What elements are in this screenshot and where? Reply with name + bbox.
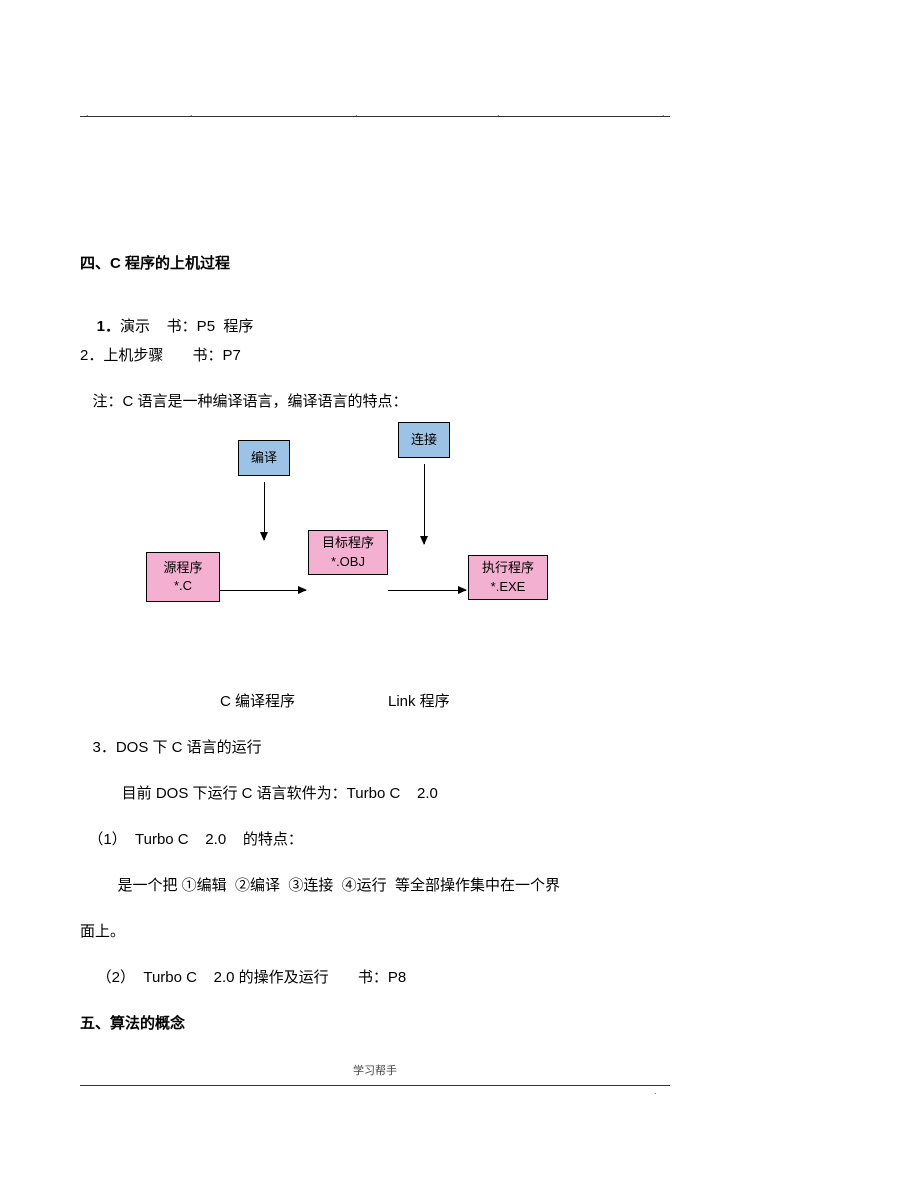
header-rule [80,116,670,117]
flow-box-compile-label: 编译 [251,449,277,467]
flow-arrow-obj-exe [388,590,466,591]
flow-box-exec-l1: 执行程序 [482,559,534,577]
flow-caption-compile: C 编译程序 [220,690,295,711]
para-note: 注：C 语言是一种编译语言，编译语言的特点： [80,390,408,411]
flow-arrow-compile-down [264,482,265,540]
flow-caption-link: Link 程序 [388,690,450,711]
flow-arrow-link-down [424,464,425,544]
flow-box-exec: 执行程序 *.EXE [468,555,548,600]
para-features-desc1: 是一个把 ①编辑 ②编译 ③连接 ④运行 等全部操作集中在一个界 [80,874,560,895]
flow-box-object-l1: 目标程序 [322,534,374,552]
para-demo-num: 1． [97,318,120,335]
flow-box-exec-l2: *.EXE [491,578,526,596]
flow-box-source-l2: *.C [174,577,192,595]
para-features: （1） Turbo C 2.0 的特点： [80,828,303,849]
flow-box-object-l2: *.OBJ [331,553,365,571]
footer-rule [80,1085,670,1086]
para-dos: 3．DOS 下 C 语言的运行 [80,736,262,757]
flow-box-object: 目标程序 *.OBJ [308,530,388,575]
para-operations: （2） Turbo C 2.0 的操作及运行 书：P8 [80,966,406,987]
flow-arrow-src-obj [220,590,306,591]
para-features-desc2: 面上。 [80,920,125,941]
flow-box-link-label: 连接 [411,431,437,449]
flow-box-link: 连接 [398,422,450,458]
section-heading-4: 四、C 程序的上机过程 [80,252,230,273]
para-steps: 2．上机步骤 书：P7 [80,344,241,365]
flow-box-source-l1: 源程序 [163,559,202,577]
footer-text: 学习帮手 [80,1062,670,1078]
para-demo-text: 演示 书：P5 程序 [120,318,253,335]
section-heading-5: 五、算法的概念 [80,1012,185,1033]
document-page: . . . . . 四、C 程序的上机过程 1．演示 书：P5 程序 2．上机步… [80,0,670,1191]
para-turboc: 目前 DOS 下运行 C 语言软件为：Turbo C 2.0 [80,782,438,803]
flow-box-source: 源程序 *.C [146,552,220,602]
footer-dot: . [654,1086,657,1096]
flow-box-compile: 编译 [238,440,290,476]
